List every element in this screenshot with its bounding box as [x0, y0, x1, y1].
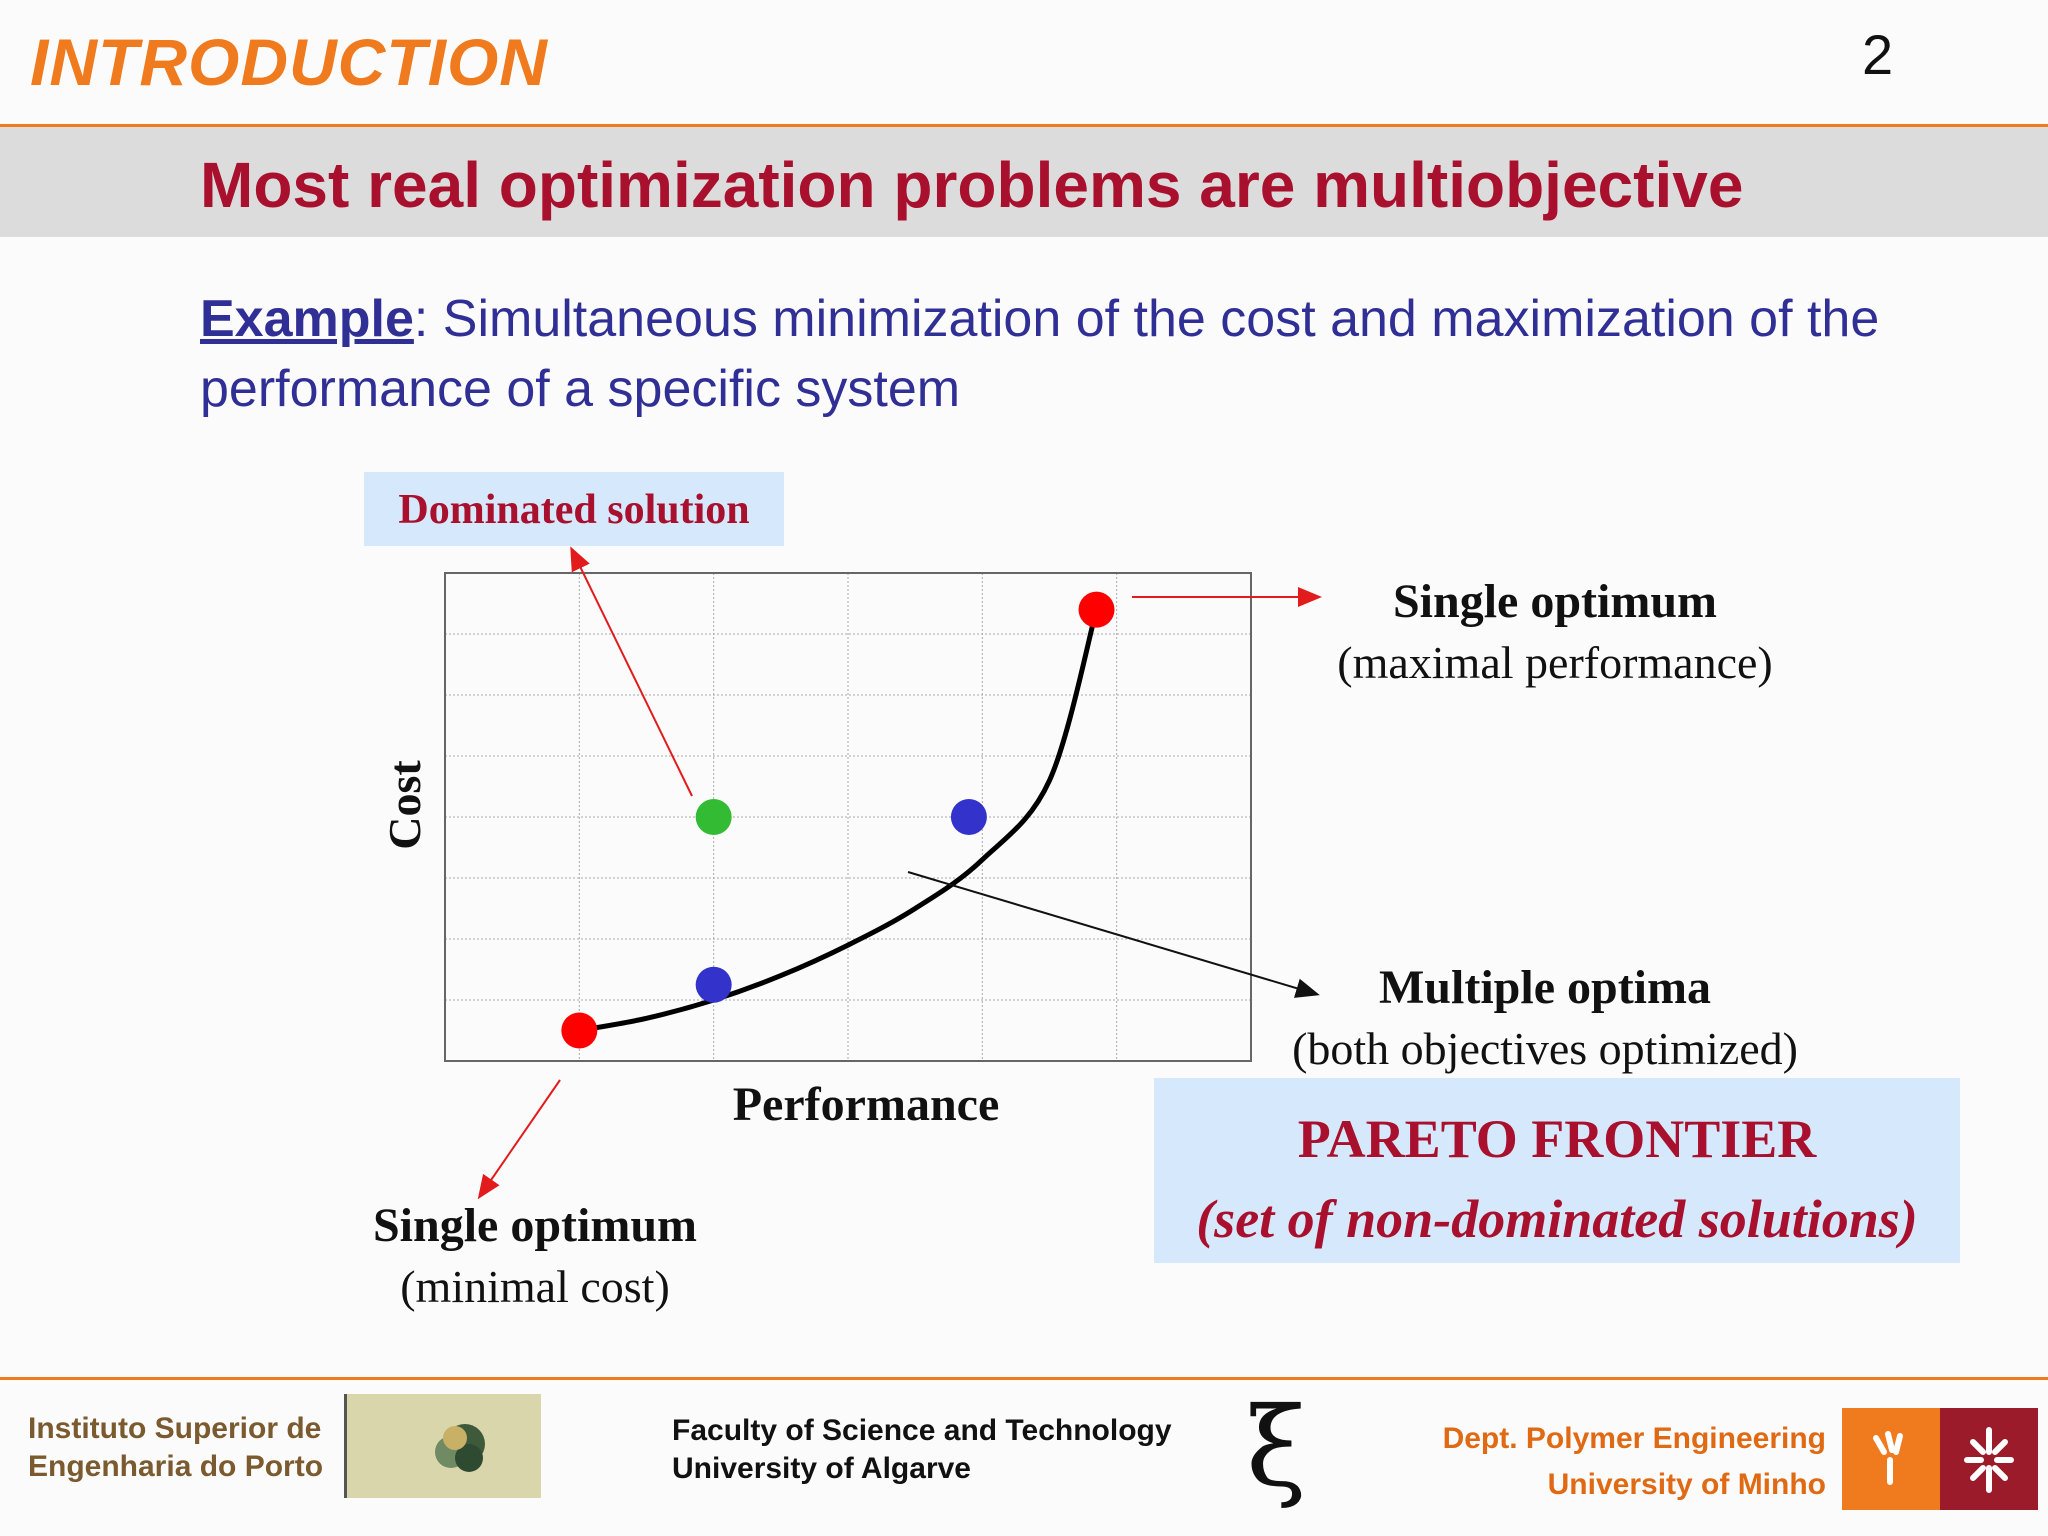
example-paragraph: Example: Simultaneous minimization of th… [200, 284, 1900, 424]
footer-isep-line2: Engenharia do Porto [28, 1450, 324, 1483]
footer-ualg-line1: Faculty of Science and Technology [672, 1414, 1172, 1447]
footer-isep-line1: Instituto Superior de [28, 1412, 322, 1445]
multiple-optima-subtitle: (both objectives optimized) [1292, 1023, 1798, 1074]
footer-uminho-text: Dept. Polymer Engineering University of … [1420, 1416, 1826, 1508]
pareto-frontier-subtitle: (set of non-dominated solutions) [1196, 1189, 1918, 1249]
footer-ualg-text: Faculty of Science and Technology Univer… [672, 1412, 1172, 1488]
footer-ualg-line2: University of Algarve [672, 1452, 971, 1485]
plot-frame [444, 572, 1252, 1062]
y-axis-label: Cost [379, 760, 430, 850]
max-performance-subtitle: (maximal performance) [1337, 637, 1773, 688]
arrow-to-multiple-optima-label [907, 871, 1320, 998]
footer-divider [0, 1377, 2048, 1380]
pareto-frontier-title: PARETO FRONTIER [1297, 1109, 1817, 1169]
slide-subtitle: Most real optimization problems are mult… [200, 149, 1744, 221]
footer-uminho-line1: Dept. Polymer Engineering [1442, 1422, 1826, 1455]
arrow-to-min-cost-label [477, 1079, 561, 1200]
data-point-single-optimum-max-performance [1078, 591, 1115, 628]
header-divider [0, 124, 2048, 127]
subtitle-band [0, 127, 2048, 237]
pareto-frontier-curve [578, 608, 1099, 1033]
data-point-dominated-solution [695, 799, 732, 835]
section-title: INTRODUCTION [30, 25, 548, 99]
footer-isep-text: Instituto Superior de Engenharia do Port… [28, 1410, 323, 1486]
example-body: : Simultaneous minimization of the cost … [200, 290, 1880, 418]
pareto-frontier-box [1154, 1078, 1960, 1263]
max-performance-title: Single optimum [1392, 575, 1718, 628]
data-point-pareto-optimum [695, 966, 732, 1003]
page-number: 2 [1862, 23, 1894, 86]
multiple-optima-title: Multiple optima [1379, 961, 1711, 1014]
example-label: Example [200, 290, 414, 348]
dominated-solution-label: Dominated solution [398, 487, 750, 533]
isep-logo [344, 1394, 541, 1498]
uminho-logo [1842, 1408, 2038, 1510]
dominated-solution-box [364, 472, 784, 546]
x-axis-label: Performance [733, 1078, 1000, 1131]
footer-uminho-line2: University of Minho [1547, 1468, 1826, 1501]
ualg-xi-logo: ξ [1246, 1383, 1307, 1511]
min-cost-subtitle: (minimal cost) [400, 1261, 670, 1312]
data-point-single-optimum-min-cost [561, 1012, 598, 1049]
data-point-pareto-optimum [950, 799, 987, 835]
min-cost-title: Single optimum [372, 1199, 698, 1252]
arrow-to-dominated-label [570, 546, 693, 797]
